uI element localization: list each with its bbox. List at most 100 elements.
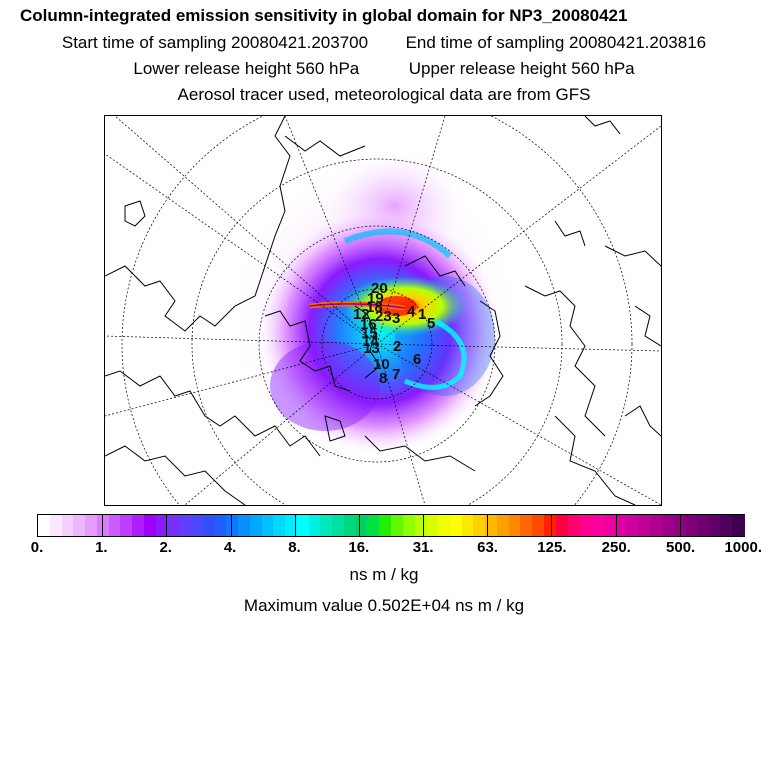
release-label: 10 [373, 356, 390, 373]
latitude-circle-70 [258, 225, 496, 463]
colorbar-segment [414, 515, 427, 536]
start-time: Start time of sampling 20080421.203700 [61, 33, 369, 52]
colorbar-segment [461, 515, 474, 536]
release-label: 12 [353, 306, 370, 323]
colorbar-segment [332, 515, 345, 536]
colorbar-divider [423, 515, 425, 536]
release-label: 4 [407, 303, 416, 320]
colorbar-segment [155, 515, 169, 536]
colorbar-tick-label: 250. [601, 539, 631, 556]
release-label: 5 [427, 315, 435, 332]
release-label: 8 [379, 370, 387, 387]
colorbar-segment [649, 515, 663, 536]
release-label: 2 [393, 338, 401, 355]
colorbar-divider [679, 515, 681, 536]
colorbar-tick-label: 500. [666, 539, 696, 556]
colorbar-segment [661, 515, 674, 536]
colorbar-tick-label: 63. [477, 539, 498, 556]
plume-ring [404, 318, 467, 390]
release-label: 19 [367, 290, 384, 307]
colorbar-divider [487, 515, 489, 536]
colorbar-segment [308, 515, 321, 536]
colorbar-divider [102, 515, 104, 536]
colorbar-segment [391, 515, 404, 536]
colorbar-segment [496, 515, 510, 536]
colorbar-tick-label: 4. [223, 539, 237, 556]
colorbar-segment [555, 515, 569, 536]
colorbar-segment [179, 515, 192, 536]
plume-ring-north [343, 228, 452, 259]
sampling-times: Start time of sampling 20080421.203700 E… [0, 33, 768, 53]
figure-title: Column-integrated emission sensitivity i… [20, 6, 628, 25]
colorbar-segment [108, 515, 121, 536]
colorbar-segment [673, 515, 686, 536]
colorbar-tick-label: 1. [95, 539, 108, 556]
coastlines [105, 116, 661, 505]
end-time: End time of sampling 20080421.203816 [405, 33, 707, 52]
colorbar-segment [320, 515, 333, 536]
colorbar-tick-label: 2. [159, 539, 172, 556]
colorbar-tick-label: 1000. [724, 539, 762, 556]
lower-release-height: Lower release height 560 hPa [133, 59, 360, 78]
release-label: 1 [418, 306, 426, 323]
colorbar-segment [473, 515, 486, 536]
colorbar-segment [567, 515, 580, 536]
polar-stereographic-map: 20 19 18 12 23 3 4 1 5 16 15 14 13 2 10 … [104, 115, 662, 506]
plume-southwest [270, 341, 380, 431]
colorbar-segment [367, 515, 380, 536]
colorbar-segment [296, 515, 310, 536]
release-label: 13 [363, 340, 380, 357]
colorbar-segment [720, 515, 733, 536]
colorbar-segment [273, 515, 286, 536]
latitude-circle-60 [191, 158, 563, 505]
release-label: 6 [413, 351, 421, 368]
colorbar [37, 514, 745, 537]
colorbar-segment [120, 515, 133, 536]
colorbar-segment [579, 515, 592, 536]
colorbar-divider [294, 515, 296, 536]
colorbar-segment [708, 515, 722, 536]
latitude-circle-50 [121, 116, 633, 505]
colorbar-divider [230, 515, 232, 536]
colorbar-segment [438, 515, 451, 536]
release-label: 16 [360, 316, 377, 333]
colorbar-segment [379, 515, 392, 536]
colorbar-segment [38, 515, 51, 536]
colorbar-segment [520, 515, 533, 536]
colorbar-divider [166, 515, 168, 536]
colorbar-segment [732, 515, 745, 536]
colorbar-segment [532, 515, 545, 536]
colorbar-segment [402, 515, 416, 536]
colorbar-segment [696, 515, 710, 536]
colorbar-segment [449, 515, 463, 536]
colorbar-divider [358, 515, 360, 536]
colorbar-segment [202, 515, 216, 536]
upper-release-height: Upper release height 560 hPa [408, 59, 635, 78]
meridians [105, 116, 661, 505]
colorbar-segment [85, 515, 98, 536]
colorbar-segment [426, 515, 439, 536]
colorbar-tick-label: 0. [30, 539, 44, 556]
colorbar-segment [238, 515, 251, 536]
colorbar-divider [615, 515, 617, 536]
colorbar-segment [685, 515, 698, 536]
colorbar-tick-label: 8. [288, 539, 301, 556]
latitude-circles [121, 116, 633, 505]
colorbar-segment [61, 515, 74, 536]
colorbar-segment [73, 515, 86, 536]
release-label: 20 [371, 280, 388, 297]
release-label: 18 [366, 299, 383, 316]
colorbar-tick-label: 16. [348, 539, 370, 556]
colorbar-segment [355, 515, 369, 536]
colorbar-segment [49, 515, 63, 536]
maximum-value: Maximum value 0.502E+04 ns m / kg [243, 596, 525, 615]
release-label: 15 [361, 325, 378, 342]
release-label: 3 [392, 310, 400, 327]
colorbar-segment [343, 515, 357, 536]
colorbar-segment [261, 515, 274, 536]
release-label: 14 [362, 333, 379, 350]
release-label: 7 [392, 366, 400, 383]
colorbar-tick-label: 31. [412, 539, 434, 556]
colorbar-segment [285, 515, 298, 536]
colorbar-segment [226, 515, 239, 536]
